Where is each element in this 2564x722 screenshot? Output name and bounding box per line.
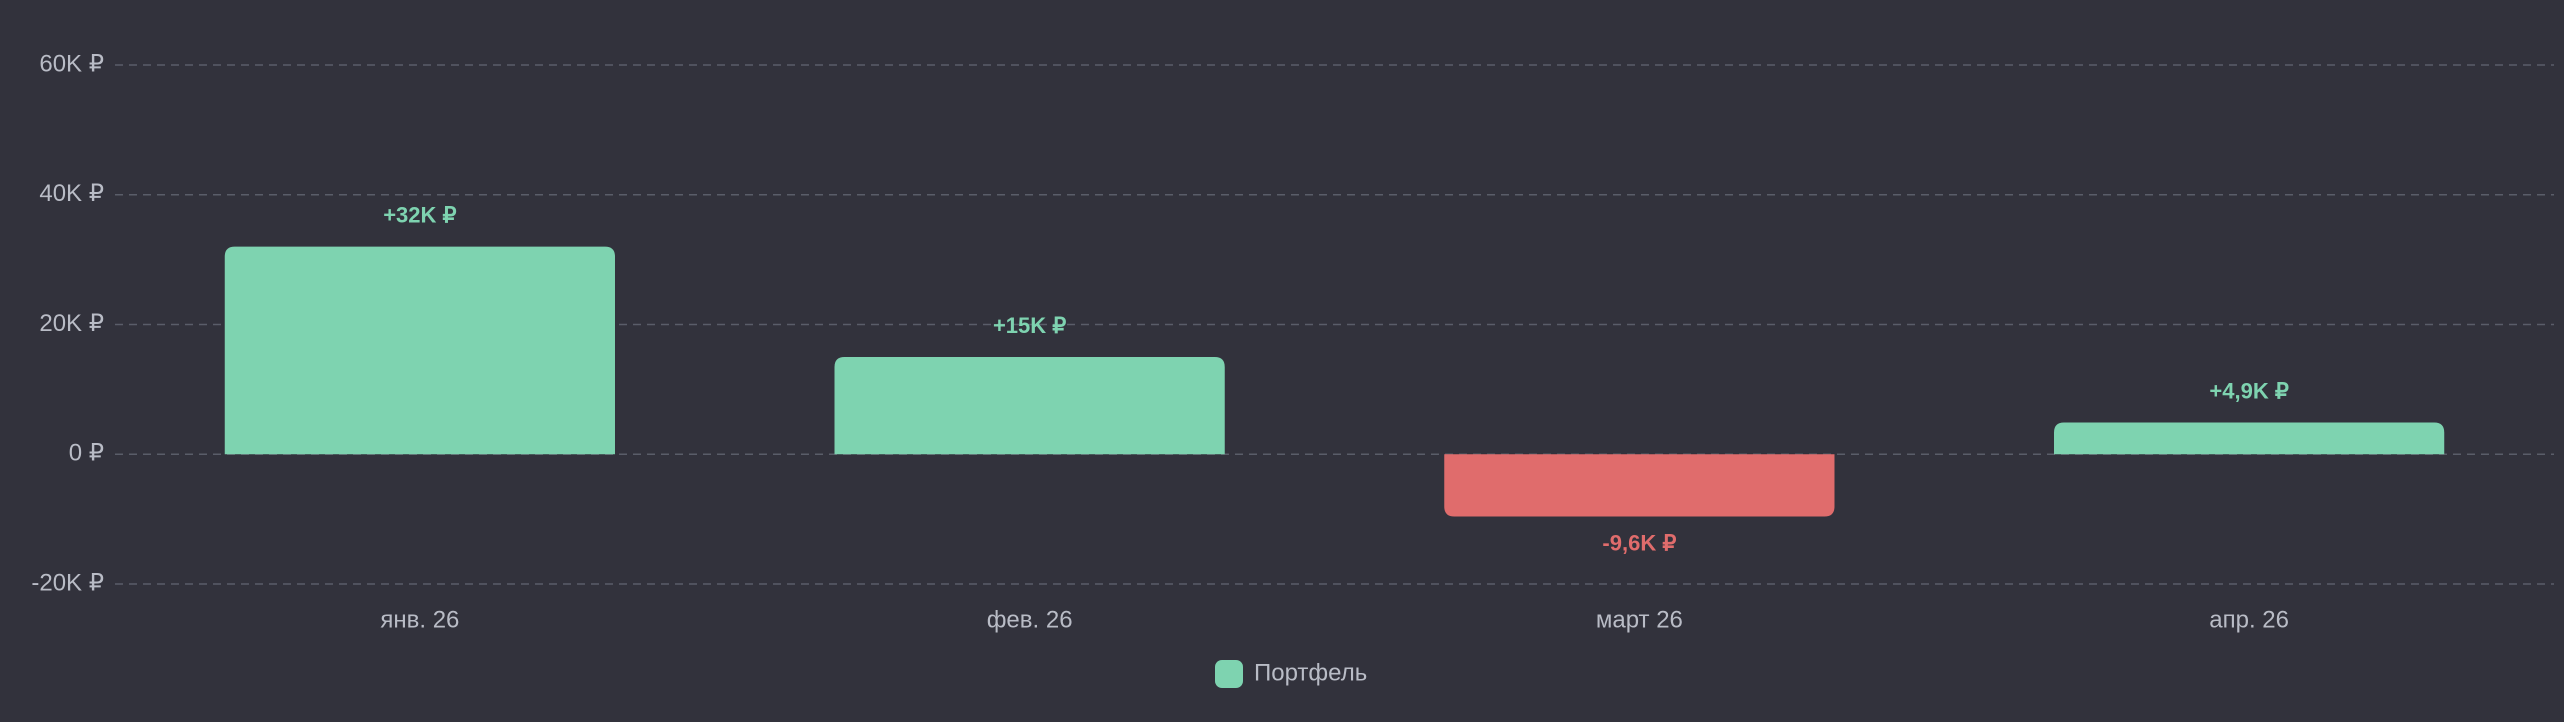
x-tick-label: апр. 26 [2209, 606, 2289, 633]
x-tick-label: янв. 26 [380, 606, 459, 633]
bar [224, 246, 615, 455]
bar [834, 356, 1225, 455]
y-tick-label: -20K ₽ [31, 569, 104, 596]
legend-swatch [1215, 660, 1243, 688]
value-label: -9,6K ₽ [1602, 530, 1676, 555]
y-tick-label: 20K ₽ [39, 310, 104, 337]
bar [2054, 422, 2445, 455]
x-tick-label: март 26 [1596, 606, 1683, 633]
x-tick-label: фев. 26 [987, 606, 1073, 633]
legend-label: Портфель [1254, 659, 1367, 686]
y-tick-label: 0 ₽ [69, 440, 104, 467]
value-label: +32K ₽ [383, 202, 456, 227]
value-label: +4,9K ₽ [2209, 378, 2288, 403]
y-tick-label: 40K ₽ [39, 180, 104, 207]
bar [1444, 454, 1835, 517]
value-label: +15K ₽ [993, 313, 1066, 338]
y-tick-label: 60K ₽ [39, 50, 104, 77]
